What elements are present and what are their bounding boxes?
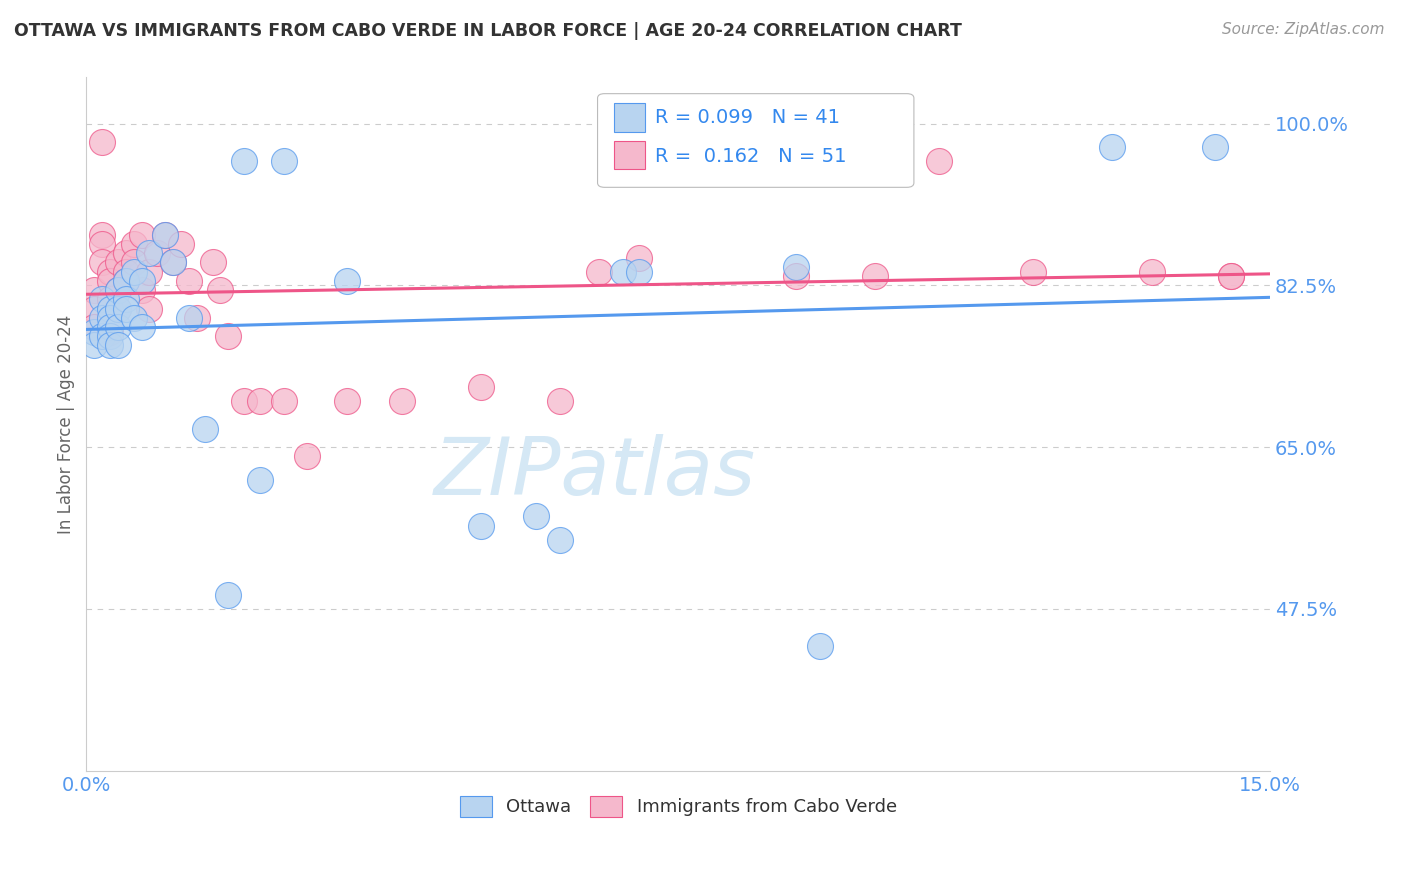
- Point: [131, 283, 153, 297]
- Point: [114, 274, 136, 288]
- Point: [122, 310, 145, 325]
- Point: [785, 260, 807, 274]
- Point: [153, 227, 176, 242]
- Point: [186, 310, 208, 325]
- Point: [107, 301, 129, 316]
- Point: [194, 422, 217, 436]
- Point: [98, 274, 121, 288]
- Point: [91, 255, 114, 269]
- Point: [524, 509, 547, 524]
- Point: [391, 394, 413, 409]
- Text: Source: ZipAtlas.com: Source: ZipAtlas.com: [1222, 22, 1385, 37]
- Point: [98, 310, 121, 325]
- Point: [233, 394, 256, 409]
- Point: [91, 293, 114, 307]
- Point: [808, 639, 831, 653]
- Point: [131, 227, 153, 242]
- Point: [131, 320, 153, 334]
- Point: [138, 264, 160, 278]
- Point: [98, 338, 121, 352]
- Point: [217, 329, 239, 343]
- Point: [627, 251, 650, 265]
- Point: [1101, 140, 1123, 154]
- Text: OTTAWA VS IMMIGRANTS FROM CABO VERDE IN LABOR FORCE | AGE 20-24 CORRELATION CHAR: OTTAWA VS IMMIGRANTS FROM CABO VERDE IN …: [14, 22, 962, 40]
- Point: [612, 264, 634, 278]
- Point: [98, 329, 121, 343]
- Point: [273, 153, 295, 168]
- Point: [91, 227, 114, 242]
- Point: [122, 264, 145, 278]
- Point: [201, 255, 224, 269]
- Point: [785, 269, 807, 284]
- Point: [114, 301, 136, 316]
- Y-axis label: In Labor Force | Age 20-24: In Labor Force | Age 20-24: [58, 315, 75, 533]
- Point: [249, 473, 271, 487]
- Point: [83, 325, 105, 339]
- Point: [107, 283, 129, 297]
- Point: [177, 274, 200, 288]
- Point: [162, 255, 184, 269]
- Point: [114, 274, 136, 288]
- Point: [98, 293, 121, 307]
- Point: [153, 227, 176, 242]
- Point: [83, 320, 105, 334]
- Point: [107, 301, 129, 316]
- Point: [588, 264, 610, 278]
- Point: [336, 274, 359, 288]
- Point: [122, 255, 145, 269]
- Point: [1219, 269, 1241, 284]
- Point: [249, 394, 271, 409]
- Point: [627, 264, 650, 278]
- Point: [98, 320, 121, 334]
- Point: [146, 246, 169, 260]
- Point: [636, 140, 658, 154]
- Point: [138, 301, 160, 316]
- Point: [865, 269, 887, 284]
- Point: [1022, 264, 1045, 278]
- Point: [233, 153, 256, 168]
- Point: [162, 255, 184, 269]
- Point: [107, 338, 129, 352]
- Point: [706, 135, 728, 149]
- Point: [297, 450, 319, 464]
- Point: [928, 153, 950, 168]
- Point: [170, 236, 193, 251]
- Point: [107, 255, 129, 269]
- Point: [138, 246, 160, 260]
- Point: [548, 394, 571, 409]
- Point: [122, 236, 145, 251]
- Point: [83, 301, 105, 316]
- Point: [83, 338, 105, 352]
- Legend: Ottawa, Immigrants from Cabo Verde: Ottawa, Immigrants from Cabo Verde: [453, 789, 904, 824]
- Point: [107, 320, 129, 334]
- Point: [1219, 269, 1241, 284]
- Point: [98, 310, 121, 325]
- Point: [217, 588, 239, 602]
- Point: [114, 264, 136, 278]
- Point: [177, 310, 200, 325]
- Point: [91, 310, 114, 325]
- Text: R = 0.099   N = 41: R = 0.099 N = 41: [655, 108, 841, 128]
- Point: [131, 274, 153, 288]
- Point: [470, 380, 492, 394]
- Point: [83, 283, 105, 297]
- Point: [107, 283, 129, 297]
- Point: [114, 293, 136, 307]
- Text: R =  0.162   N = 51: R = 0.162 N = 51: [655, 146, 846, 166]
- Text: ZIPatlas: ZIPatlas: [434, 434, 756, 512]
- Point: [91, 236, 114, 251]
- Point: [470, 518, 492, 533]
- Point: [98, 301, 121, 316]
- Point: [273, 394, 295, 409]
- Point: [1204, 140, 1226, 154]
- Point: [336, 394, 359, 409]
- Point: [114, 246, 136, 260]
- Point: [91, 135, 114, 149]
- Point: [209, 283, 232, 297]
- Point: [98, 264, 121, 278]
- Point: [548, 533, 571, 547]
- Point: [91, 329, 114, 343]
- Point: [98, 325, 121, 339]
- Point: [1140, 264, 1163, 278]
